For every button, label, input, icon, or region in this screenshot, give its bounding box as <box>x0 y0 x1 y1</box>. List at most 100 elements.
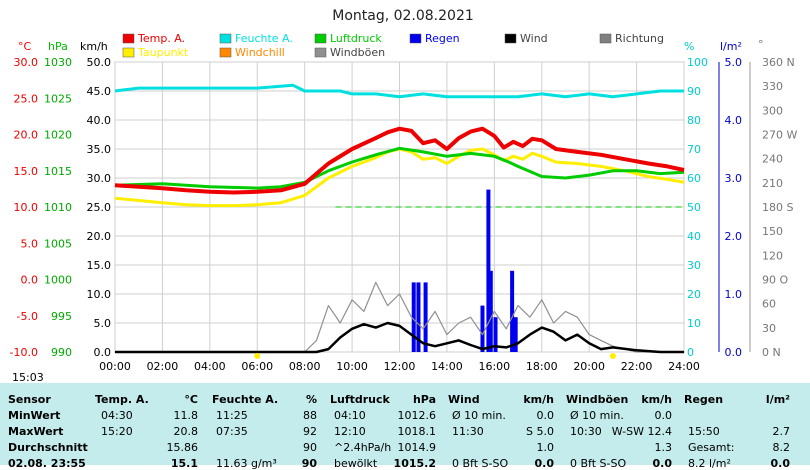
table-cell-value: S 5.0 <box>526 425 554 438</box>
table-cell-value: 0.0 <box>770 457 791 470</box>
legend-label: Windböen <box>330 46 385 59</box>
dir-tick-label: 330 <box>762 80 783 93</box>
series-line-temp-a- <box>114 126 685 195</box>
hum-tick-label: 40 <box>687 230 701 243</box>
legend-label: Feuchte A. <box>235 32 293 45</box>
legend-swatch <box>122 33 135 44</box>
sunrise-marker <box>254 353 261 359</box>
legend-swatch <box>504 33 517 44</box>
rain-bar <box>486 189 491 352</box>
press-tick-label: 1015 <box>44 165 72 178</box>
table-header-unit: km/h <box>641 393 672 406</box>
x-tick-label: 12:00 <box>384 360 416 373</box>
temp-tick-label: 30.0 <box>14 56 39 69</box>
hum-tick-label: 80 <box>687 114 701 127</box>
x-tick-label: 04:00 <box>194 360 226 373</box>
hum-tick-label: 50 <box>687 201 701 214</box>
press-tick-label: 1000 <box>44 274 72 287</box>
series-line-windb-en <box>115 281 684 353</box>
dir-tick-label: 270 W <box>762 129 797 142</box>
press-tick-label: 1020 <box>44 129 72 142</box>
table-cell-value: 1014.9 <box>397 441 437 454</box>
table-row-label: MinWert <box>8 409 61 422</box>
table-cell-value: 1.0 <box>536 441 555 454</box>
dir-tick-label: 180 S <box>762 201 793 214</box>
rain-unit: l/m² <box>720 40 742 53</box>
rain-bar <box>411 282 416 352</box>
table-cell-note: 04:30 <box>101 409 133 422</box>
rain-tick-label: 3.0 <box>725 172 743 185</box>
rain-bar <box>510 270 515 352</box>
temp-tick-label: -10.0 <box>10 346 38 359</box>
dir-tick-label: 150 <box>762 225 783 238</box>
series-line-taupunkt <box>114 147 685 208</box>
table-cell-note: Ø 10 min. <box>452 409 506 422</box>
dir-tick-label: 300 <box>762 104 783 117</box>
table-header-unit: % <box>305 393 317 406</box>
table-cell-value: 1012.6 <box>397 409 437 422</box>
rain-bar <box>423 282 428 352</box>
dir-tick-label: 210 <box>762 177 783 190</box>
rain-bar <box>513 317 518 352</box>
table-row-label: 02.08. 23:55 <box>8 457 86 470</box>
legend-swatch <box>122 47 135 58</box>
table-header: Regen <box>684 393 724 406</box>
time-marker-label: 15:03 <box>12 371 44 383</box>
dir-tick-label: 360 N <box>762 56 795 69</box>
table-cell-note: 10:30 <box>570 425 602 438</box>
dir-tick-label: 120 <box>762 249 783 262</box>
wind-tick-label: 5.0 <box>94 317 112 330</box>
rain-tick-label: 4.0 <box>725 114 743 127</box>
legend: Temp. A. Feuchte A. Luftdruck Regen Wind Rich… <box>122 32 664 59</box>
legend-swatch <box>219 33 232 44</box>
legend-swatch <box>409 33 422 44</box>
legend-label: Wind <box>520 32 548 45</box>
x-tick-label: 02:00 <box>147 360 179 373</box>
axis-ticks: 30.025.020.015.010.05.00.0-5.0-10.010301… <box>10 56 798 359</box>
x-tick-label: 24:00 <box>668 360 700 373</box>
table-header-unit: °C <box>184 393 198 406</box>
summary-table: Sensor Temp. A. °C Feuchte A.% Luftdruck hPa W… <box>0 383 810 470</box>
table-cell-note: 15:50 <box>688 425 720 438</box>
table-cell-value: 0.0 <box>534 457 555 470</box>
press-tick-label: 1030 <box>44 56 72 69</box>
series-line-luftdruck <box>114 146 685 190</box>
legend-label: Taupunkt <box>137 46 189 59</box>
wind-tick-label: 45.0 <box>87 85 112 98</box>
table-header-unit: l/m² <box>765 393 790 406</box>
rain-bar <box>488 270 493 352</box>
table-cell-note: 11:25 <box>216 409 248 422</box>
table-header: Wind <box>448 393 480 406</box>
legend-swatch <box>314 47 327 58</box>
table-cell-value: 1018.1 <box>397 425 437 438</box>
press-tick-label: 1005 <box>44 237 72 250</box>
table-cell-note: 12:10 <box>334 425 366 438</box>
rain-tick-label: 5.0 <box>725 56 743 69</box>
x-tick-label: 00:00 <box>99 360 131 373</box>
table-cell-value: 1.3 <box>654 441 673 454</box>
table-cell-value: 1015.2 <box>393 457 436 470</box>
table-header: Windböen <box>566 393 629 406</box>
wind-tick-label: 0.0 <box>94 346 112 359</box>
table-header: Luftdruck <box>330 393 390 406</box>
dir-tick-label: 0 N <box>762 346 781 359</box>
table-cell-value: 0.0 <box>536 409 555 422</box>
table-row-label: Durchschnitt <box>8 441 88 454</box>
table-cell-value: 20.8 <box>173 425 199 438</box>
x-tick-label: 22:00 <box>621 360 653 373</box>
table-cell-note: 04:10 <box>334 409 366 422</box>
table-cell-value: 90 <box>301 457 317 470</box>
dir-tick-label: 60 <box>762 298 776 311</box>
press-tick-label: 1010 <box>44 201 72 214</box>
wind-tick-label: 10.0 <box>87 288 112 301</box>
table-cell-value: W-SW 12.4 <box>611 425 672 438</box>
temp-unit: °C <box>18 40 32 53</box>
temp-tick-label: 25.0 <box>14 92 39 105</box>
press-unit: hPa <box>48 40 68 53</box>
dir-tick-label: 240 <box>762 153 783 166</box>
x-axis-ticks: 00:00 02:00 04:00 06:00 08:00 10:00 12:00 14:00… <box>99 353 700 373</box>
wind-unit: km/h <box>80 40 108 53</box>
legend-swatch <box>219 47 232 58</box>
axis-unit-labels: °C hPa km/h% l/m² ° <box>18 38 764 53</box>
temp-tick-label: 0.0 <box>21 274 39 287</box>
